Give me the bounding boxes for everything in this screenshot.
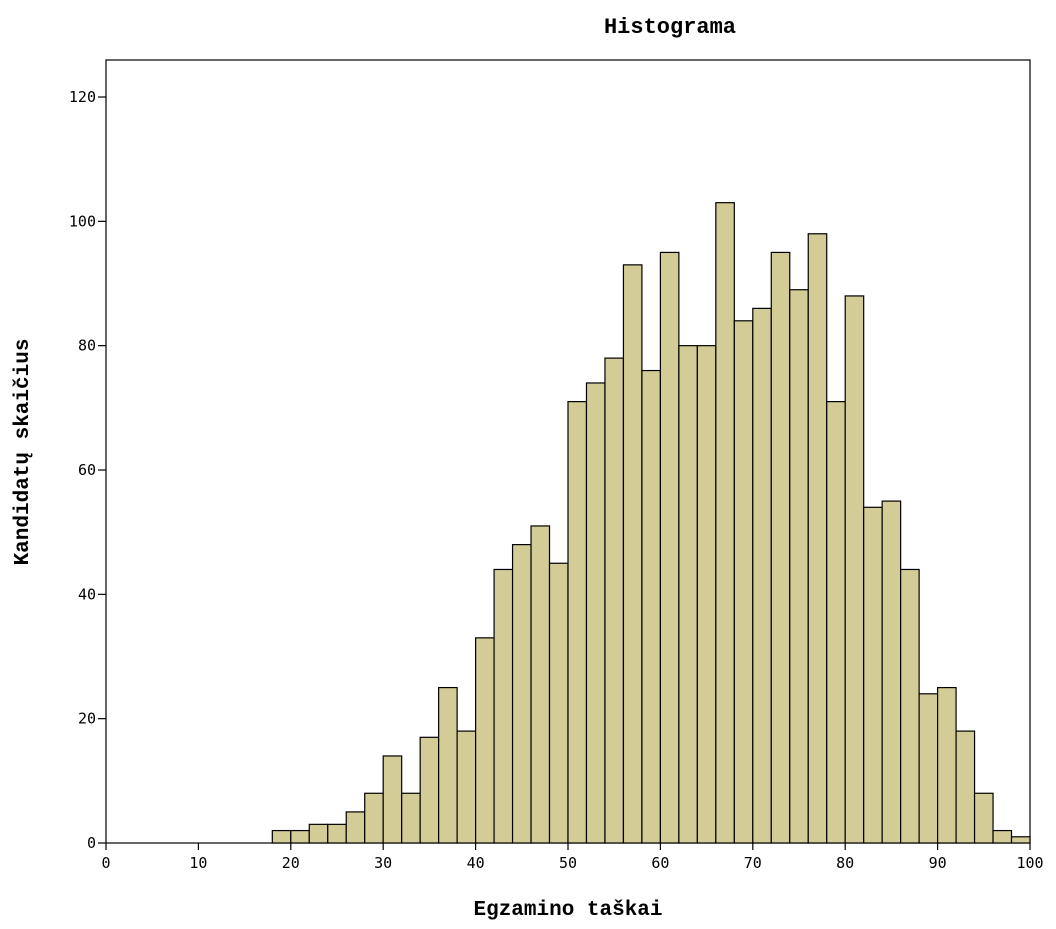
histogram-bar <box>955 730 976 844</box>
histogram-bar <box>401 792 421 844</box>
y-tick-label: 80 <box>78 337 96 355</box>
histogram-bar <box>475 637 495 844</box>
histogram-bar <box>770 251 791 844</box>
x-tick-label: 50 <box>559 854 577 872</box>
histogram-bar <box>807 233 828 844</box>
x-tick-label: 40 <box>467 854 485 872</box>
histogram-bar <box>900 568 920 844</box>
x-tick-label: 60 <box>651 854 669 872</box>
histogram-bar <box>678 345 698 844</box>
histogram-bar <box>382 755 403 844</box>
histogram-bar <box>936 686 957 844</box>
histogram-bar <box>511 543 532 844</box>
histogram-bar <box>290 829 310 844</box>
y-tick-label: 40 <box>78 585 96 603</box>
histogram-bar <box>973 792 994 844</box>
y-axis-label: Kandidatų skaičius <box>12 339 35 566</box>
histogram-bar <box>345 811 366 844</box>
histogram-bar <box>493 568 514 844</box>
histogram-bar <box>826 401 846 844</box>
y-tick-label: 120 <box>69 88 96 106</box>
histogram-bar <box>659 251 680 844</box>
histogram-bar <box>696 345 717 844</box>
y-tick-label: 100 <box>69 212 96 230</box>
histogram-bar <box>881 500 902 844</box>
histogram-bar <box>992 829 1013 844</box>
histogram-bar <box>1010 836 1031 844</box>
bars-group <box>271 202 1031 844</box>
histogram-bar <box>438 686 458 844</box>
x-tick-label: 90 <box>929 854 947 872</box>
histogram-bar <box>715 202 735 844</box>
histogram-bar <box>789 289 809 844</box>
histogram-bar <box>585 382 606 844</box>
y-axis: 0 20 40 60 80 100 120 <box>69 88 106 852</box>
histogram-bar <box>733 320 754 844</box>
y-tick-label: 0 <box>87 834 96 852</box>
x-tick-label: 30 <box>374 854 392 872</box>
histogram-bar <box>604 357 625 844</box>
histogram-bar <box>271 829 292 844</box>
histogram-bar <box>641 369 661 844</box>
x-tick-label: 100 <box>1016 854 1043 872</box>
x-axis-label: Egzamino taškai <box>473 899 662 922</box>
y-tick-label: 20 <box>78 710 96 728</box>
histogram-bar <box>456 730 477 844</box>
histogram-bar <box>752 307 772 844</box>
histogram-bar <box>364 792 384 844</box>
chart-title: Histograma <box>604 15 736 40</box>
x-tick-label: 20 <box>282 854 300 872</box>
x-axis: 0 10 20 30 40 50 60 70 80 90 100 <box>101 843 1044 872</box>
histogram-bar <box>419 736 440 844</box>
x-tick-label: 80 <box>836 854 854 872</box>
histogram-bar <box>567 401 588 844</box>
histogram-bar <box>622 264 643 844</box>
x-tick-label: 70 <box>744 854 762 872</box>
histogram-bar <box>530 525 551 844</box>
histogram-bar <box>918 693 939 844</box>
histogram-bar <box>863 506 883 844</box>
histogram-bar <box>548 562 569 844</box>
x-tick-label: 0 <box>101 854 110 872</box>
x-tick-label: 10 <box>189 854 207 872</box>
histogram-bar <box>327 823 347 844</box>
histogram-bar <box>308 823 329 844</box>
histogram-bar <box>844 295 865 844</box>
y-tick-label: 60 <box>78 461 96 479</box>
